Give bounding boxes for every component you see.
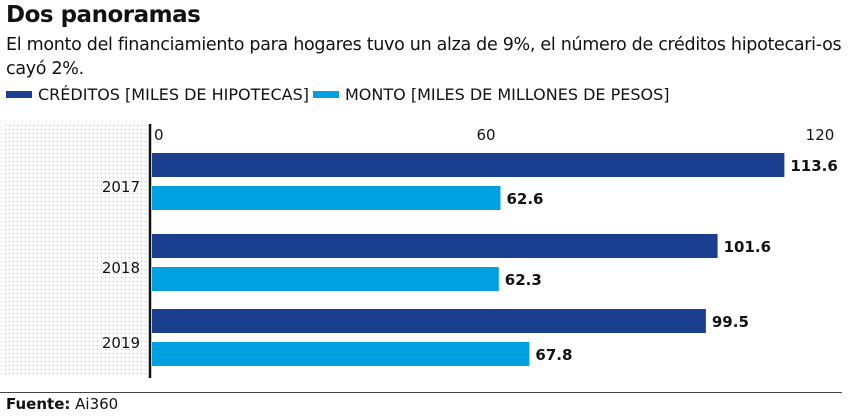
bar-creditos-2019 [152,309,706,333]
x-tick-label: 60 [476,126,495,144]
data-label: 67.8 [535,346,572,364]
data-label: 62.3 [505,271,542,289]
legend-item-creditos: CRÉDITOS [MILES DE HIPOTECAS] [6,85,309,104]
data-label: 62.6 [506,190,543,208]
x-tick-label: 0 [154,126,164,144]
bar-creditos-2017 [152,153,785,177]
source-value: Ai360 [75,395,119,413]
chart-subtitle: El monto del financiamiento para hogares… [6,35,842,79]
x-tick-label: 120 [806,126,835,144]
bar-creditos-2018 [152,234,718,258]
dotted-background [3,124,148,376]
legend-label-creditos: CRÉDITOS [MILES DE HIPOTECAS] [38,85,309,104]
bar-monto-2017 [152,186,501,210]
footer-rule [0,392,842,393]
source-note: Fuente: Ai360 [6,395,118,413]
data-label: 113.6 [790,157,837,175]
bar-monto-2019 [152,342,530,366]
bar-monto-2018 [152,267,499,291]
data-label: 99.5 [712,313,749,331]
category-label: 2019 [102,334,140,352]
category-label: 2018 [102,259,140,277]
legend-label-monto: MONTO [MILES DE MILLONES DE PESOS] [345,85,670,104]
legend-swatch-creditos [6,91,32,98]
category-label: 2017 [102,178,140,196]
chart-title: Dos panoramas [6,2,201,28]
data-label: 101.6 [724,238,771,256]
source-label: Fuente: [6,395,71,413]
legend-swatch-monto [313,91,339,98]
legend-item-monto: MONTO [MILES DE MILLONES DE PESOS] [313,85,669,104]
